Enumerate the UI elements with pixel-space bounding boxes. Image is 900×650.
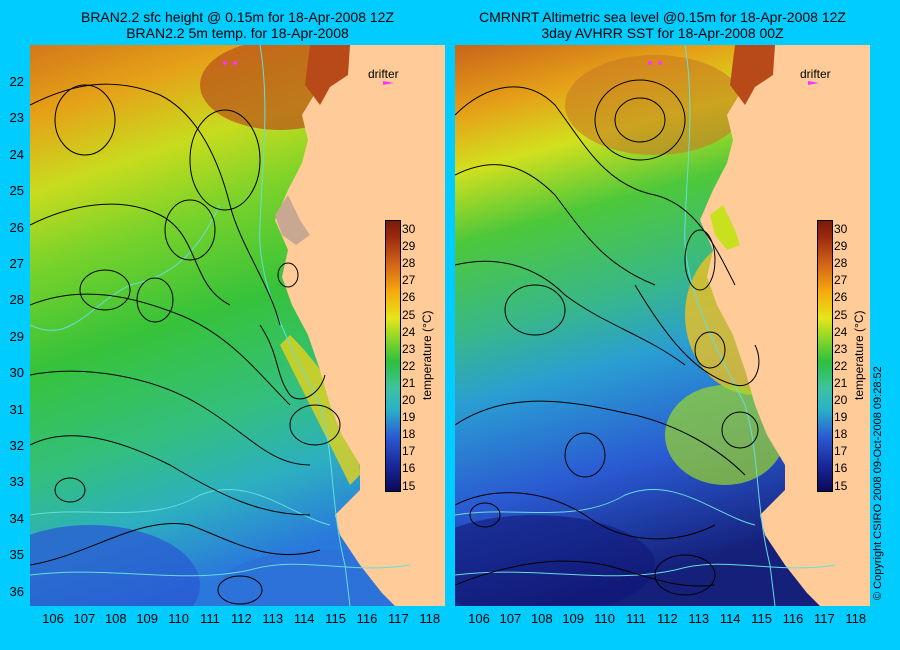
lon-tick-label-left: 115 — [325, 611, 346, 626]
right-map-panel: drifter temperature (°C) — [455, 45, 870, 606]
colorbar-label-right: 24 — [834, 324, 848, 339]
colorbar-label-right: 30 — [834, 222, 848, 236]
colorbar-title-left: temperature (°C) — [420, 310, 434, 401]
lon-tick-label-right: 116 — [782, 611, 804, 626]
lon-tick-label-left: 110 — [168, 611, 189, 626]
lat-tick-label: 27 — [9, 256, 24, 271]
left-title-line1: BRAN2.2 sfc height @ 0.15m for 18-Apr-20… — [80, 9, 395, 25]
colorbar-label-left: 25 — [402, 307, 416, 322]
right-title-line2: 3day AVHRR SST for 18-Apr-2008 00Z — [541, 25, 784, 41]
lon-tick-label-left: 111 — [200, 611, 220, 626]
colorbar-label-left: 17 — [402, 444, 416, 459]
colorbar-label-left: 30 — [402, 222, 416, 236]
colorbar-label-left: 28 — [402, 256, 416, 271]
drifter-label: drifter — [368, 67, 399, 81]
colorbar-label-right: 17 — [834, 444, 848, 459]
lat-tick-label: 30 — [9, 365, 24, 381]
colorbar-label-right: 19 — [834, 410, 848, 425]
colorbar-label-right: 29 — [834, 239, 848, 254]
lon-tick-label-right: 108 — [530, 611, 553, 626]
left-title-line2: BRAN2.2 5m temp. for 18-Apr-2008 — [126, 25, 349, 41]
colorbar-label-right: 21 — [834, 375, 848, 390]
colorbar-label-right: 23 — [834, 341, 848, 356]
lat-tick-label: 34 — [9, 510, 24, 526]
lon-tick-label-left: 109 — [136, 611, 159, 626]
colorbar-title-right: temperature (°C) — [852, 310, 866, 401]
colorbar-label-left: 29 — [402, 239, 416, 254]
colorbar-left — [385, 220, 401, 492]
colorbar-label-left: 27 — [402, 273, 416, 288]
lat-tick-label: 25 — [9, 183, 24, 199]
colorbar-label-right: 20 — [834, 393, 848, 407]
lat-tick-label: 32 — [9, 438, 24, 453]
colorbar-label-right: 22 — [834, 358, 848, 373]
colorbar-label-right: 15 — [834, 478, 848, 493]
colorbar-label-left: 16 — [402, 461, 416, 476]
lon-tick-label-left: 118 — [419, 611, 441, 626]
colorbar-label-left: 21 — [402, 375, 416, 390]
colorbar-label-left: 26 — [402, 290, 416, 305]
lon-tick-label-right: 109 — [562, 611, 585, 626]
lon-tick-label-right: 118 — [845, 611, 867, 626]
colorbar-label-right: 26 — [834, 290, 848, 305]
left-map — [30, 45, 445, 606]
lon-tick-label-left: 112 — [231, 611, 252, 626]
colorbar-label-left: 15 — [402, 478, 416, 493]
right-map — [455, 45, 870, 606]
colorbar-label-left: 23 — [402, 341, 416, 356]
lon-tick-label-right: 114 — [719, 611, 741, 626]
right-title-line1: CMRNRT Altimetric sea level @0.15m for 1… — [479, 9, 846, 25]
lon-tick-label-left: 113 — [262, 611, 284, 626]
lat-tick-label: 26 — [9, 219, 24, 235]
lon-tick-label-right: 112 — [657, 611, 678, 626]
colorbar-label-left: 19 — [402, 410, 416, 425]
lon-tick-label-right: 117 — [814, 611, 835, 626]
drifter-legend-arrow — [383, 81, 394, 85]
lat-tick-label: 24 — [9, 146, 24, 162]
colorbar-label-right: 27 — [834, 273, 848, 288]
lon-tick-label-left: 108 — [104, 611, 127, 626]
lat-tick-label: 31 — [9, 401, 24, 417]
colorbar-label-left: 18 — [402, 427, 416, 442]
lat-tick-label: 28 — [9, 292, 24, 308]
lat-tick-label: 33 — [9, 474, 24, 490]
colorbar-right — [817, 220, 833, 492]
lon-tick-label-left: 116 — [356, 611, 378, 626]
left-map-panel: drifter temperature (°C) — [30, 45, 445, 606]
colorbar-label-left: 20 — [402, 393, 416, 407]
colorbar-label-left: 24 — [402, 324, 416, 339]
lat-tick-label: 22 — [9, 74, 24, 89]
lon-tick-label-left: 107 — [73, 611, 96, 626]
lon-tick-label-left: 106 — [42, 611, 64, 626]
lon-tick-label-right: 106 — [468, 611, 490, 626]
colorbar-label-right: 25 — [834, 307, 848, 322]
lon-tick-label-left: 117 — [388, 611, 409, 626]
lat-tick-label: 23 — [9, 110, 24, 126]
colorbar-label-right: 28 — [834, 256, 848, 271]
lon-tick-label-right: 107 — [499, 611, 522, 626]
lon-tick-label-right: 115 — [751, 611, 772, 626]
lon-tick-label-right: 111 — [626, 611, 646, 626]
lon-tick-label-left: 114 — [293, 611, 315, 626]
colorbar-label-left: 22 — [402, 358, 416, 373]
lon-tick-label-right: 113 — [688, 611, 710, 626]
drifter-label-right: drifter — [800, 67, 831, 81]
copyright-text: © Copyright CSIRO 2008 09-Oct-2008 09:28… — [872, 366, 884, 600]
colorbar-label-right: 16 — [834, 461, 848, 476]
lat-tick-label: 36 — [9, 583, 24, 599]
drifter-marker — [223, 61, 227, 65]
lat-tick-label: 29 — [9, 328, 24, 344]
lon-tick-label-right: 110 — [594, 611, 615, 626]
colorbar-label-right: 18 — [834, 427, 848, 442]
lat-tick-label: 35 — [9, 547, 24, 563]
